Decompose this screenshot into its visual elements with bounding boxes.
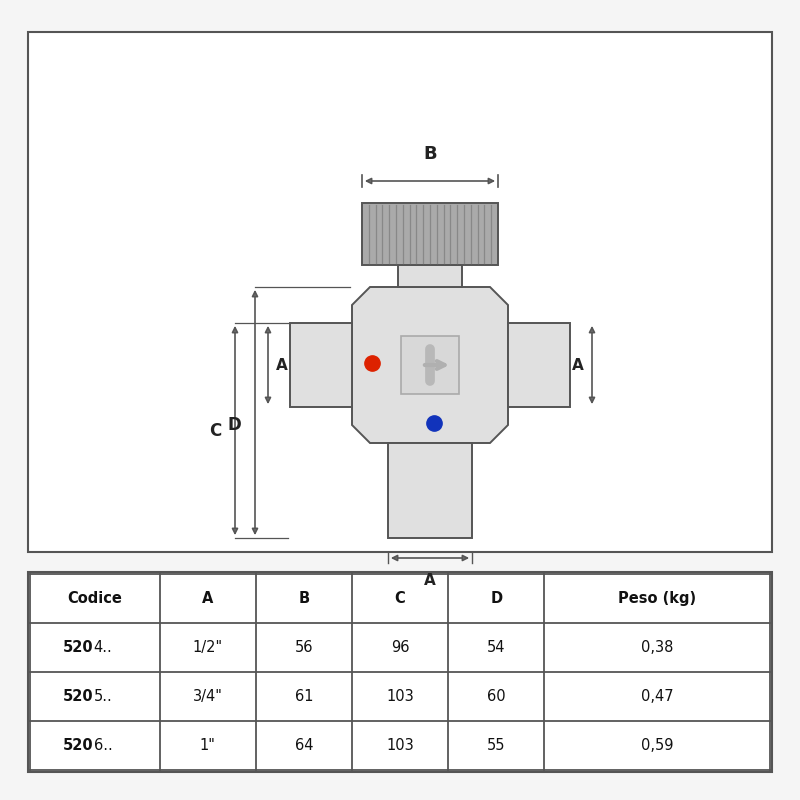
Text: C: C xyxy=(209,422,221,439)
Text: A: A xyxy=(424,573,436,588)
Text: D: D xyxy=(490,591,502,606)
Text: B: B xyxy=(298,591,310,606)
Text: Codice: Codice xyxy=(67,591,122,606)
Text: 3/4": 3/4" xyxy=(193,689,222,704)
Text: 0,59: 0,59 xyxy=(641,738,674,753)
Bar xyxy=(28,572,772,772)
Text: 61: 61 xyxy=(294,689,313,704)
Text: 1/2": 1/2" xyxy=(193,640,222,655)
Bar xyxy=(401,336,459,394)
Text: 56: 56 xyxy=(294,640,313,655)
Bar xyxy=(508,323,570,407)
Text: 103: 103 xyxy=(386,689,414,704)
Bar xyxy=(28,32,772,552)
Text: B: B xyxy=(423,145,437,163)
Text: A: A xyxy=(572,358,584,373)
Text: 6..: 6.. xyxy=(94,738,113,753)
Polygon shape xyxy=(352,287,508,443)
Text: 4..: 4.. xyxy=(94,640,113,655)
Text: A: A xyxy=(276,358,288,373)
Text: 0,47: 0,47 xyxy=(641,689,674,704)
Text: Peso (kg): Peso (kg) xyxy=(618,591,696,606)
Text: 5..: 5.. xyxy=(94,689,113,704)
Text: C: C xyxy=(394,591,406,606)
Text: 60: 60 xyxy=(487,689,506,704)
Text: D: D xyxy=(227,415,241,434)
Text: 64: 64 xyxy=(294,738,313,753)
Text: 1": 1" xyxy=(200,738,215,753)
Text: 96: 96 xyxy=(390,640,410,655)
Bar xyxy=(388,443,472,538)
Bar xyxy=(290,323,352,407)
Text: 55: 55 xyxy=(487,738,506,753)
Bar xyxy=(362,203,498,265)
Text: 520: 520 xyxy=(63,738,94,753)
Text: 520: 520 xyxy=(63,640,94,655)
Text: 520: 520 xyxy=(63,689,94,704)
Text: A: A xyxy=(202,591,214,606)
Text: 103: 103 xyxy=(386,738,414,753)
Text: 54: 54 xyxy=(487,640,506,655)
Bar xyxy=(398,265,462,287)
Text: 0,38: 0,38 xyxy=(641,640,674,655)
